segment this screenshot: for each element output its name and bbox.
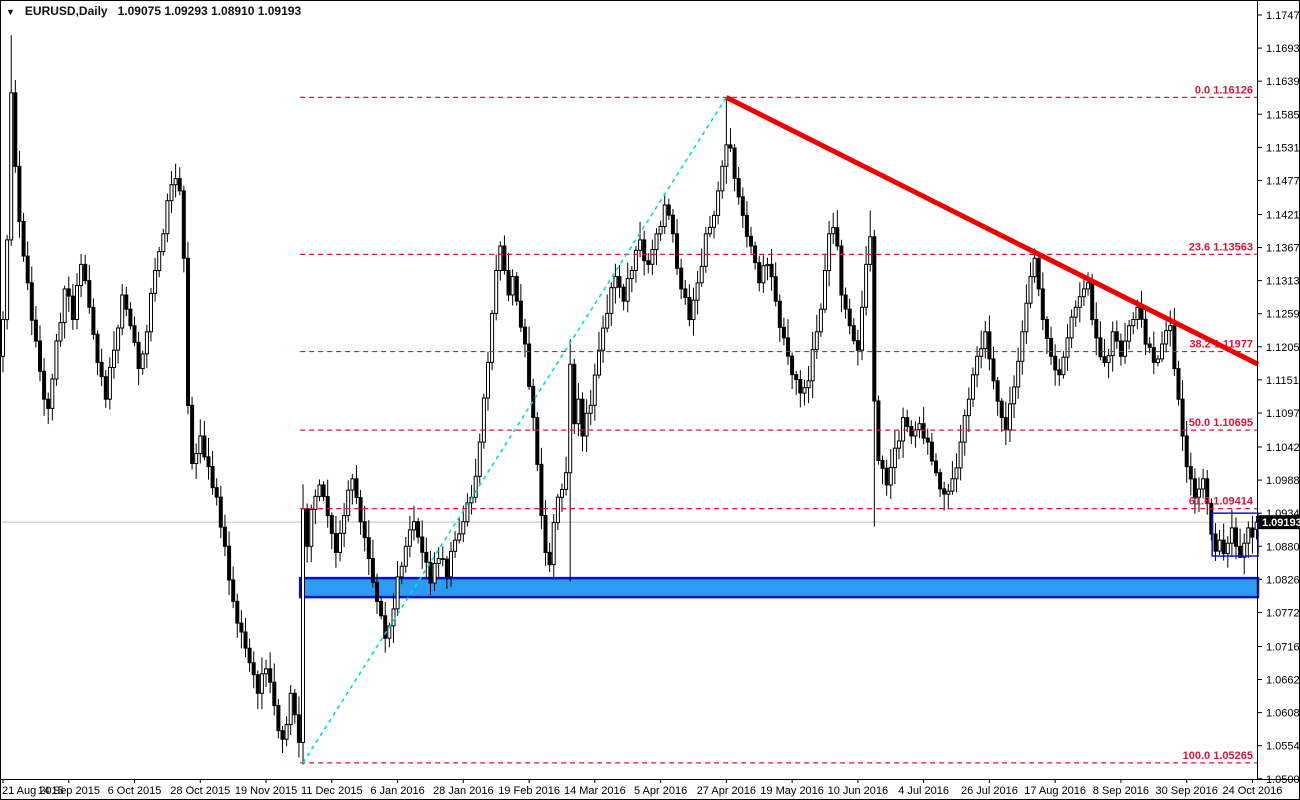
symbol-timeframe-label: EURUSD,Daily: [24, 4, 108, 18]
x-axis-date-label: 11 Dec 2015: [301, 785, 363, 797]
x-axis-date-label: 17 Aug 2016: [1024, 785, 1086, 797]
x-axis-date-label: 28 Jan 2016: [433, 785, 494, 797]
y-axis-tick-label: 1.09880: [1266, 475, 1300, 487]
y-axis-tick-label: 1.16390: [1266, 76, 1300, 88]
y-axis-tick-label: 1.06085: [1266, 708, 1300, 720]
y-axis-tick-label: 1.14215: [1266, 209, 1300, 221]
y-axis-tick-label: 1.12595: [1266, 309, 1300, 321]
y-axis-tick-label: 1.05545: [1266, 741, 1300, 753]
x-axis-date-label: 30 Sep 2016: [1155, 785, 1217, 797]
x-axis-date-label: 26 Jul 2016: [961, 785, 1018, 797]
y-axis-tick-label: 1.14770: [1266, 175, 1300, 187]
svg-text:1.09193: 1.09193: [1262, 517, 1300, 529]
x-axis-date-label: 28 Oct 2015: [170, 785, 230, 797]
x-axis-date-label: 19 Nov 2015: [235, 785, 297, 797]
fibonacci-level-label: 50.0 1.10695: [1189, 417, 1253, 429]
x-axis-date-label: 19 Feb 2016: [498, 785, 560, 797]
x-axis-date-label: 27 Apr 2016: [697, 785, 756, 797]
x-axis-date-label: 8 Sep 2016: [1093, 785, 1149, 797]
x-axis-date-label: 10 Jun 2016: [828, 785, 889, 797]
descending-trendline[interactable]: [725, 95, 1260, 367]
fibonacci-level-label: 61.8 1.09414: [1189, 496, 1254, 508]
chart-title-bar: ▼ EURUSD,Daily 1.09075 1.09293 1.08910 1…: [6, 4, 301, 18]
y-axis-tick-label: 1.07165: [1266, 641, 1300, 653]
y-axis-tick-label: 1.16930: [1266, 43, 1300, 55]
fibonacci-level-label: 100.0 1.05265: [1183, 750, 1253, 762]
y-axis-tick-label: 1.10420: [1266, 442, 1300, 454]
fibonacci-level-label: 23.6 1.13563: [1189, 241, 1253, 253]
candlesticks: [1, 35, 1259, 765]
x-axis-date-label: 19 May 2016: [760, 785, 824, 797]
fibonacci-level-label: 0.0 1.16126: [1195, 84, 1253, 96]
x-axis-date-label: 14 Sep 2015: [38, 785, 100, 797]
symbol-dropdown-icon[interactable]: ▼: [6, 7, 15, 17]
support-zone-rectangle[interactable]: [298, 576, 1260, 599]
y-axis-tick-label: 1.08800: [1266, 541, 1300, 553]
y-axis-tick-label: 1.07720: [1266, 607, 1300, 619]
y-axis-tick-label: 1.05005: [1266, 774, 1300, 786]
x-axis-date-label: 5 Apr 2016: [634, 785, 687, 797]
y-axis-tick-label: 1.13675: [1266, 243, 1300, 255]
x-axis-date-label: 24 Oct 2016: [1222, 785, 1282, 797]
x-axis-date-label: 4 Jul 2016: [898, 785, 949, 797]
y-axis-tick-label: 1.15310: [1266, 142, 1300, 154]
y-axis-tick-label: 1.06625: [1266, 675, 1300, 687]
x-axis-date-label: 6 Jan 2016: [370, 785, 424, 797]
y-axis-tick-label: 1.11515: [1266, 375, 1300, 387]
y-axis-tick-label: 1.12055: [1266, 342, 1300, 354]
current-price-tag: 1.09193: [1258, 515, 1300, 530]
x-axis-date-label: 6 Oct 2015: [108, 785, 162, 797]
y-axis-tick-label: 1.15850: [1266, 109, 1300, 121]
y-axis[interactable]: 1.17470 1.16930 1.16390 1.15850 1.15310 1.147…: [1258, 10, 1300, 786]
fibonacci-base-trendline[interactable]: [302, 96, 728, 764]
y-axis-tick-label: 1.10975: [1266, 408, 1300, 420]
ohlc-readout: 1.09075 1.09293 1.08910 1.09193: [117, 4, 302, 18]
x-axis-date-label: 21 Aug 2015: [2, 785, 64, 797]
y-axis-tick-label: 1.08260: [1266, 574, 1300, 586]
y-axis-tick-label: 1.17470: [1266, 10, 1300, 22]
y-axis-tick-label: 1.13135: [1266, 276, 1300, 288]
x-axis-date-label: 14 Mar 2016: [564, 785, 626, 797]
